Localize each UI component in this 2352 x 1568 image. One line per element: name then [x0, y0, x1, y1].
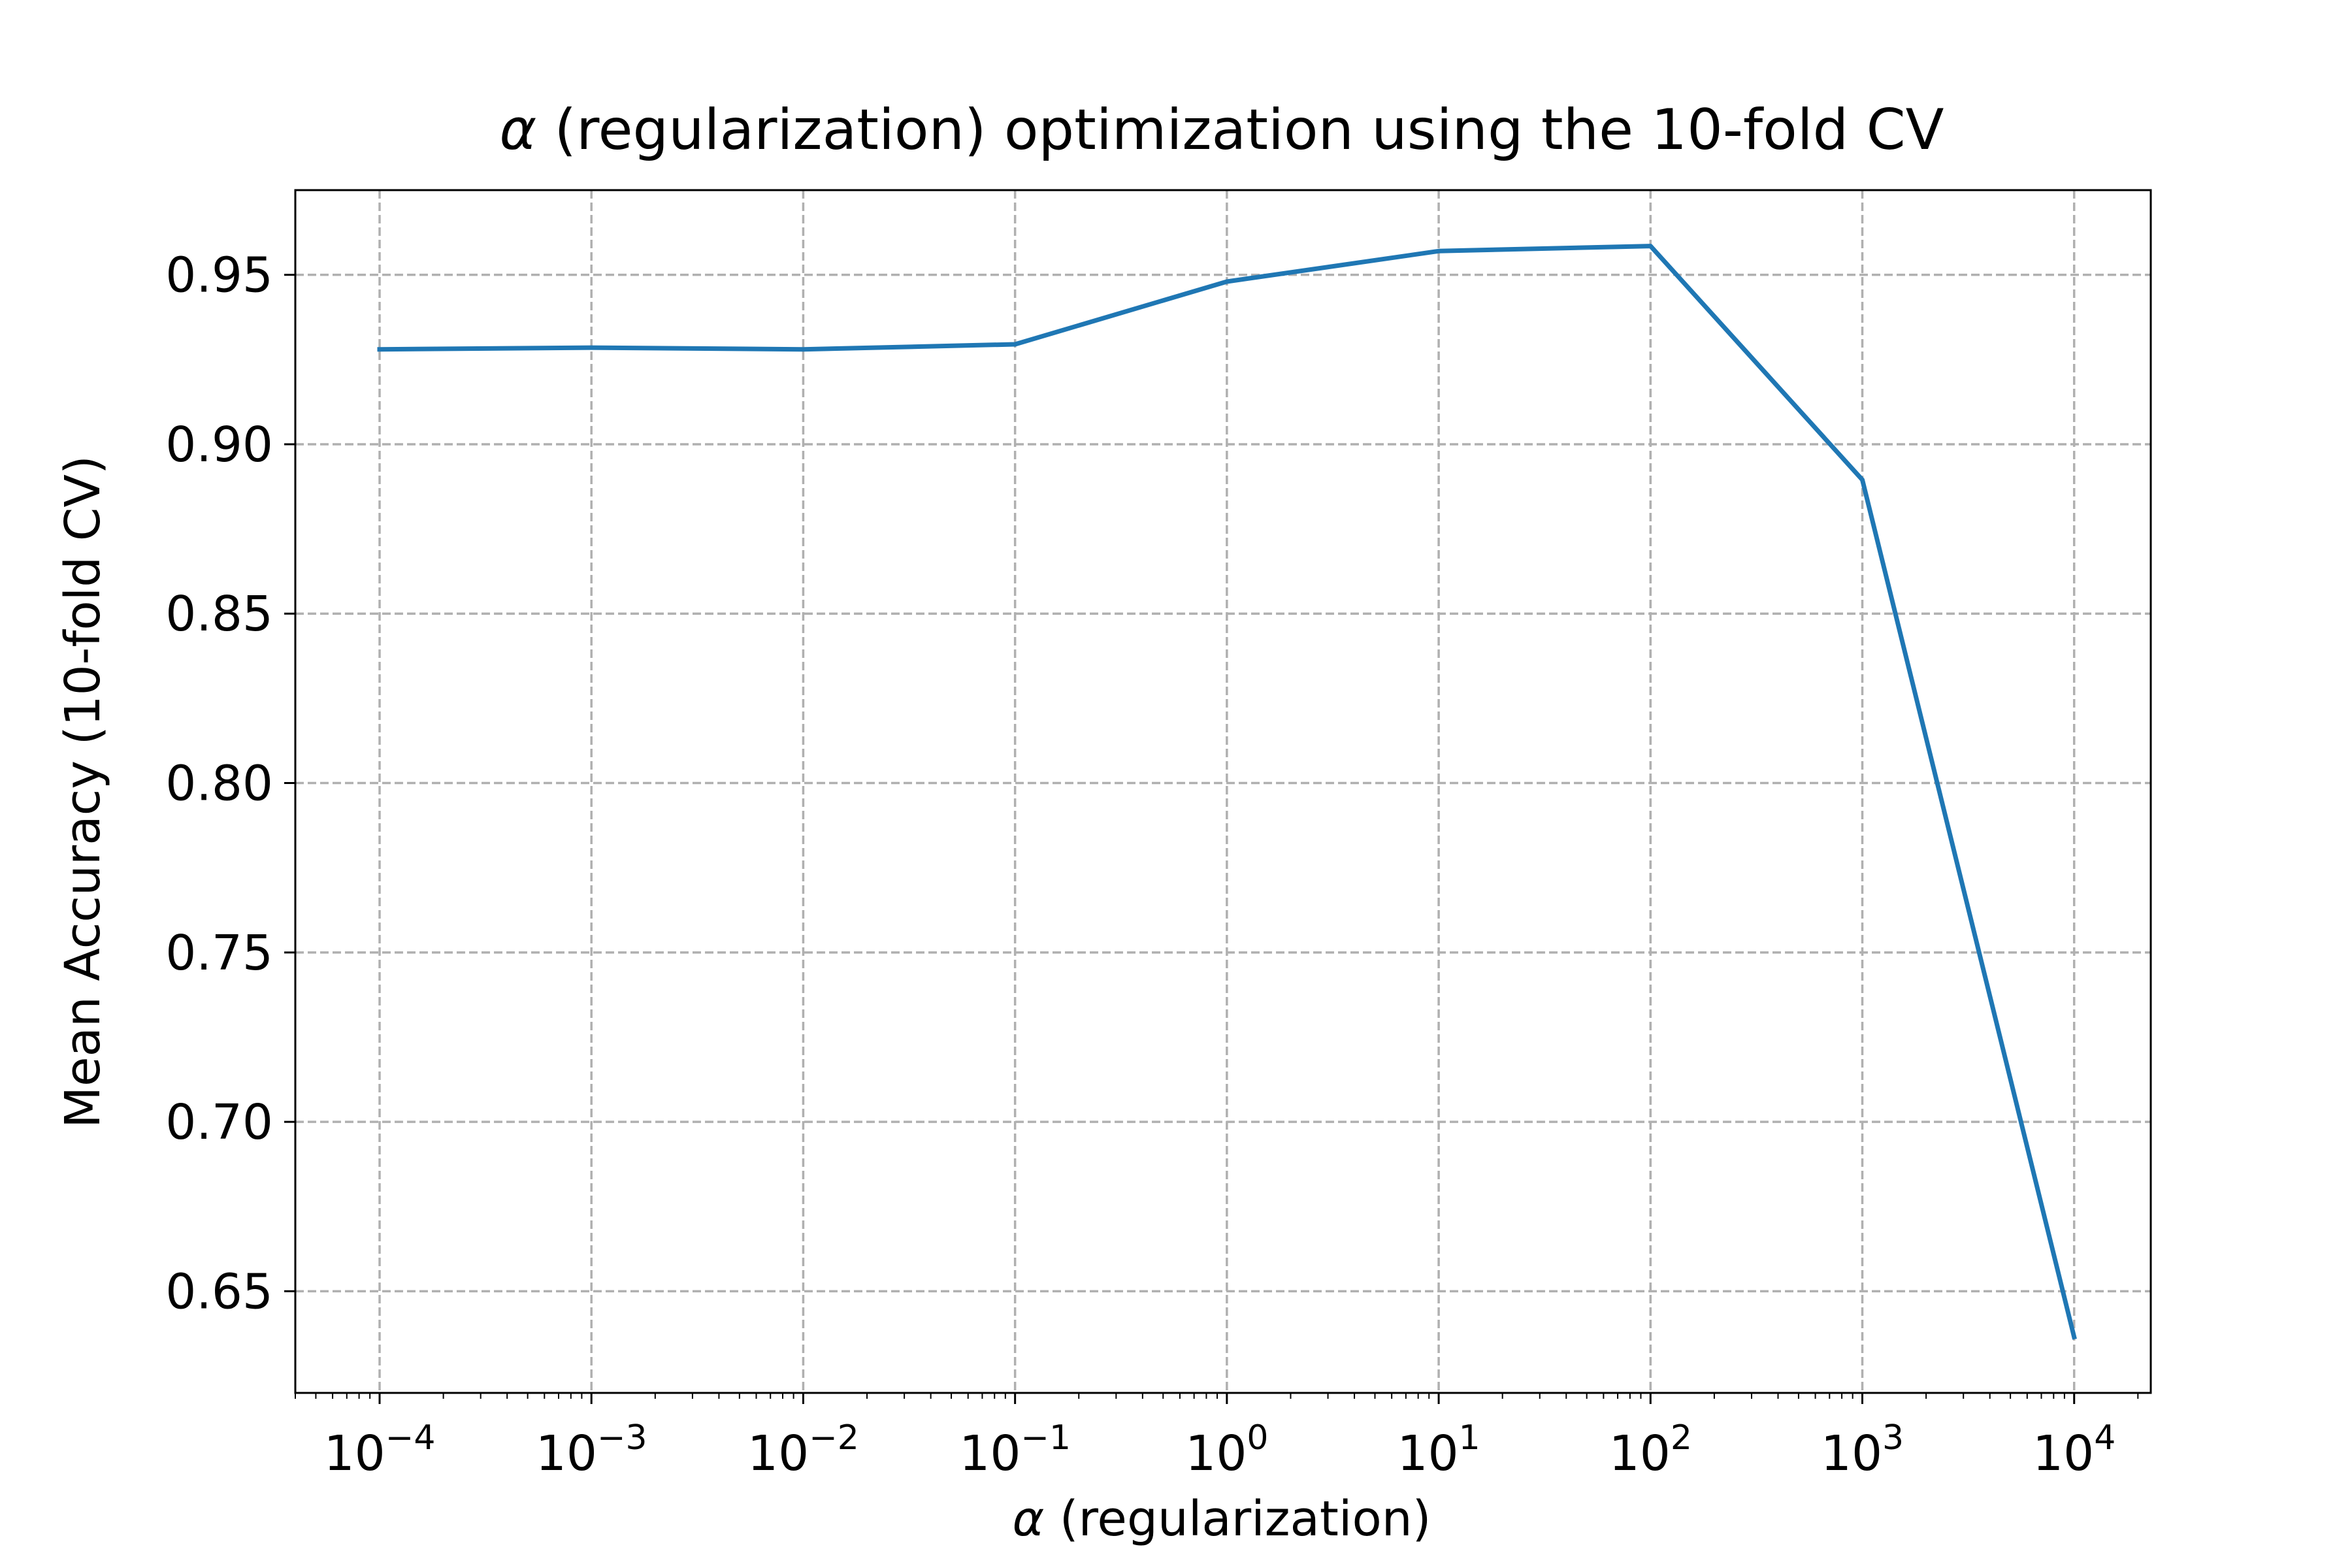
x-axis-label: α (regularization): [1012, 1491, 1431, 1547]
x-tick-exponent: 0: [1247, 1418, 1268, 1458]
y-tick-label: 0.80: [165, 756, 273, 812]
x-tick-exponent: −1: [1021, 1418, 1071, 1458]
grid: [295, 190, 2151, 1393]
series-layer: [377, 244, 2077, 1340]
x-tick-exponent: −4: [385, 1418, 436, 1458]
x-tick-label: 10−2: [747, 1418, 859, 1482]
axis-ticks: [284, 274, 2076, 1404]
x-tick-exponent: −3: [597, 1418, 647, 1458]
x-tick-exponent: −2: [809, 1418, 859, 1458]
title-text: (regularization) optimization using the …: [536, 97, 1944, 163]
x-tick-label: 102: [1609, 1418, 1692, 1482]
x-tick-base: 10: [959, 1426, 1021, 1482]
x-tick-exponent: 1: [1459, 1418, 1480, 1458]
xlabel-alpha-symbol: α: [1012, 1491, 1044, 1547]
x-tick-base: 10: [747, 1426, 809, 1482]
x-tick-label: 103: [1821, 1418, 1904, 1482]
x-tick-base: 10: [536, 1426, 597, 1482]
x-tick-base: 10: [1609, 1426, 1671, 1482]
y-axis-label: Mean Accuracy (10-fold CV): [55, 455, 111, 1128]
chart-title: α (regularization) optimization using th…: [500, 97, 1944, 163]
y-tick-label: 0.65: [165, 1264, 273, 1320]
x-tick-label: 10−4: [324, 1418, 436, 1482]
y-tick-label: 0.85: [165, 586, 273, 642]
y-tick-labels: 0.65 0.70 0.75 0.80 0.85 0.90 0.95: [165, 248, 273, 1320]
y-tick-label: 0.75: [165, 925, 273, 981]
x-tick-exponent: 4: [2094, 1418, 2115, 1458]
x-tick-base: 10: [1821, 1426, 1882, 1482]
x-tick-labels: 10−4 10−3 10−2 10−1 100 101 102 103 104: [324, 1418, 2116, 1482]
x-tick-base: 10: [324, 1426, 385, 1482]
x-tick-label: 100: [1185, 1418, 1268, 1482]
x-tick-exponent: 3: [1882, 1418, 1904, 1458]
x-tick-base: 10: [2033, 1426, 2094, 1482]
x-tick-exponent: 2: [1671, 1418, 1692, 1458]
y-tick-label: 0.70: [165, 1094, 273, 1151]
title-alpha-symbol: α: [500, 97, 537, 163]
x-tick-label: 10−1: [959, 1418, 1071, 1482]
x-tick-base: 10: [1397, 1426, 1458, 1482]
x-tick-label: 10−3: [536, 1418, 647, 1482]
y-tick-label: 0.90: [165, 417, 273, 473]
y-tick-label: 0.95: [165, 248, 273, 304]
x-tick-label: 104: [2033, 1418, 2115, 1482]
xlabel-text: (regularization): [1044, 1491, 1431, 1547]
x-tick-base: 10: [1185, 1426, 1247, 1482]
plot-frame: [294, 189, 2152, 1394]
x-tick-label: 101: [1397, 1418, 1480, 1482]
